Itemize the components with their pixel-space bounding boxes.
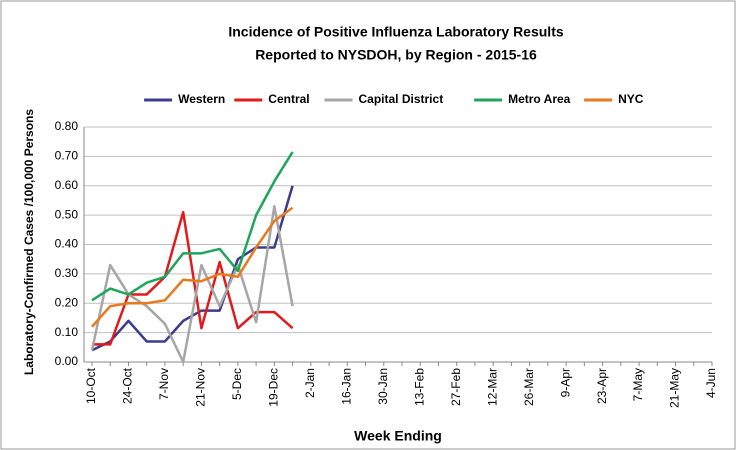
- legend-label: Western: [178, 92, 225, 106]
- legend-label: Central: [268, 92, 309, 106]
- x-tick-label: 12-Mar: [485, 368, 499, 406]
- x-tick-label: 30-Jan: [376, 368, 390, 405]
- x-tick-label: 9-Apr: [558, 368, 572, 397]
- x-tick-label: 5-Dec: [230, 368, 244, 400]
- x-tick-label: 19-Dec: [267, 368, 281, 407]
- y-tick-label: 0.30: [55, 266, 79, 280]
- x-tick-label: 21-Nov: [194, 368, 208, 407]
- x-axis-label: Week Ending: [354, 428, 442, 444]
- x-tick-label: 16-Jan: [339, 368, 353, 405]
- series-line: [91, 151, 294, 302]
- x-tick-label: 10-Oct: [84, 367, 98, 404]
- legend-label: Capital District: [359, 92, 444, 106]
- x-tick-label: 13-Feb: [412, 368, 426, 406]
- y-tick-label: 0.10: [55, 325, 79, 339]
- legend-label: Metro Area: [508, 92, 571, 106]
- y-tick-label: 0.70: [55, 149, 79, 163]
- y-tick-label: 0.60: [55, 178, 79, 192]
- chart-subtitle: Reported to NYSDOH, by Region - 2015-16: [255, 47, 537, 63]
- x-tick-label: 2-Jan: [303, 368, 317, 398]
- y-tick-label: 0.20: [55, 295, 79, 309]
- series-line: [91, 206, 294, 328]
- y-tick-label: 0.80: [55, 119, 79, 133]
- x-tick-label: 27-Feb: [449, 368, 463, 406]
- x-tick-label: 7-Nov: [157, 368, 171, 400]
- y-axis-label: Laboratory-Confirmed Cases /100,000 Pers…: [22, 109, 36, 375]
- x-tick-label: 26-Mar: [522, 368, 536, 406]
- chart-title: Incidence of Positive Influenza Laborato…: [228, 24, 564, 40]
- y-tick-label: 0.00: [55, 354, 79, 368]
- legend-label: NYC: [618, 92, 644, 106]
- y-tick-label: 0.50: [55, 207, 79, 221]
- x-tick-label: 21-May: [668, 368, 682, 408]
- x-tick-label: 7-May: [631, 368, 645, 401]
- series-line: [90, 205, 294, 364]
- x-tick-label: 23-Apr: [595, 368, 609, 404]
- x-tick-label: 4-Jun: [704, 368, 718, 398]
- x-tick-label: 24-Oct: [121, 367, 135, 404]
- y-tick-label: 0.40: [55, 237, 79, 251]
